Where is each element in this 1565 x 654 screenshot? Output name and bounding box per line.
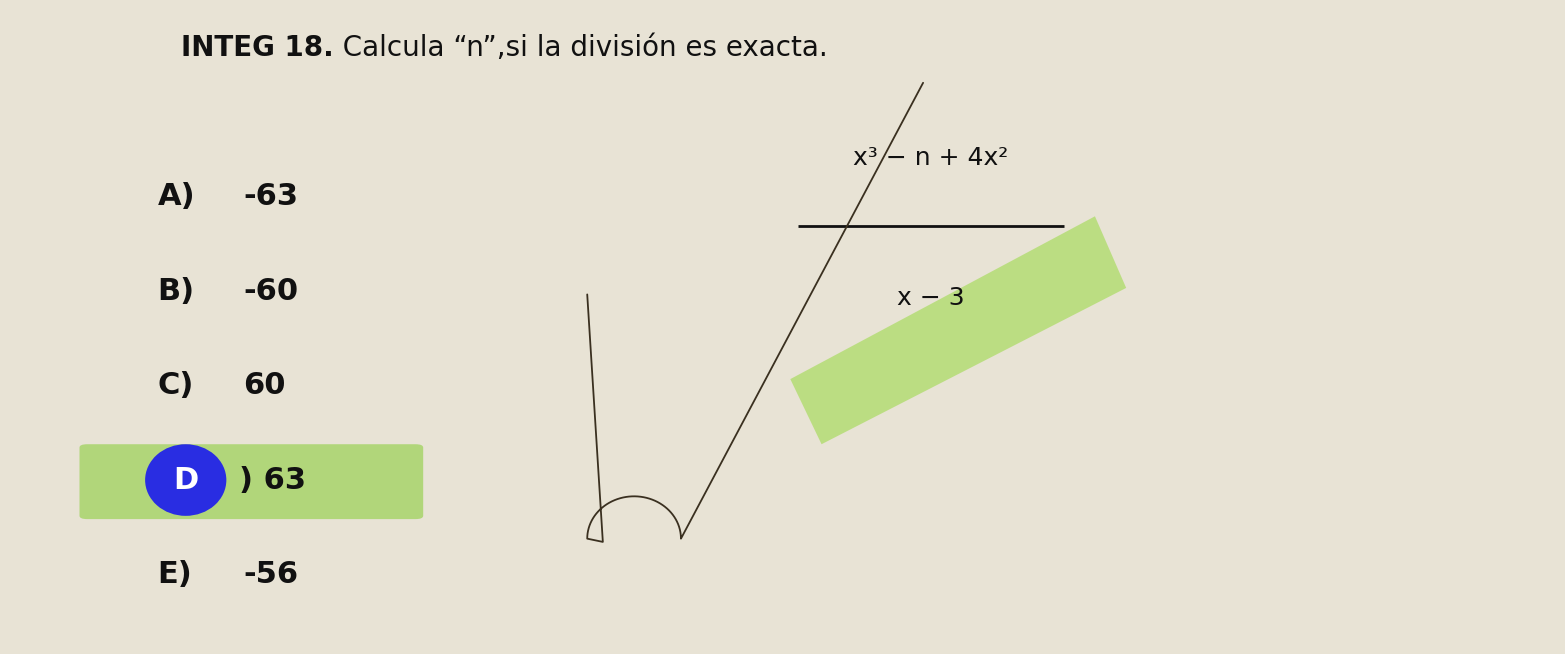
Text: ) 63: ) 63 [239,466,305,494]
Text: -60: -60 [244,277,299,305]
Text: A): A) [158,182,196,211]
Text: Calcula “n”,si la división es exacta.: Calcula “n”,si la división es exacta. [326,34,828,62]
Text: INTEG 18.: INTEG 18. [182,34,333,62]
Text: D: D [174,466,199,494]
Polygon shape [790,216,1127,444]
FancyBboxPatch shape [80,444,423,519]
Text: B): B) [158,277,194,305]
Text: -63: -63 [244,182,299,211]
Text: x³ − n + 4x²: x³ − n + 4x² [853,146,1008,169]
Text: 60: 60 [244,371,286,400]
Text: x − 3: x − 3 [897,286,964,310]
Text: -56: -56 [244,560,299,589]
Text: C): C) [158,371,194,400]
Ellipse shape [146,444,227,516]
Text: E): E) [158,560,192,589]
